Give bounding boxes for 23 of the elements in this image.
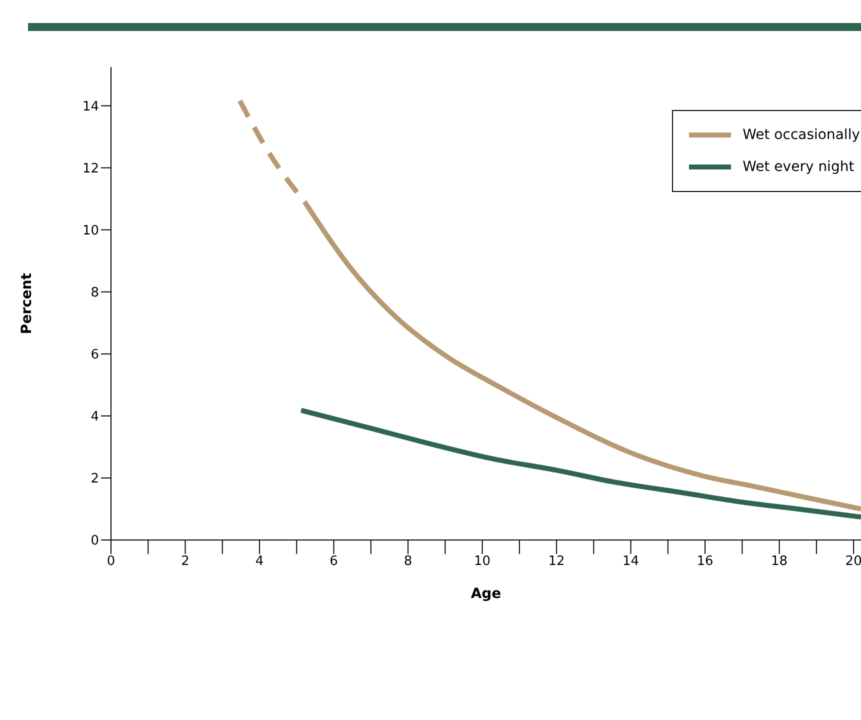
- y-tick-label: 14: [82, 99, 99, 114]
- y-tick-label: 2: [90, 472, 99, 487]
- x-tick-label: 6: [330, 554, 338, 570]
- x-tick-label: 2: [181, 554, 190, 570]
- legend-label: Wet every night: [742, 159, 854, 175]
- y-tick-label: 4: [90, 410, 99, 425]
- x-tick-label: 12: [548, 554, 565, 570]
- y-tick-label: 8: [90, 285, 99, 300]
- x-tick-label: 14: [622, 554, 640, 570]
- y-tick-label: 0: [90, 534, 99, 549]
- x-tick-label: 10: [474, 554, 491, 570]
- x-tick-label: 4: [255, 554, 264, 570]
- y-tick-label: 10: [82, 223, 99, 238]
- y-tick-label: 12: [82, 161, 99, 176]
- x-tick-label: 0: [106, 554, 116, 570]
- y-axis-title: Percent: [18, 272, 35, 334]
- x-axis-title: Age: [470, 586, 502, 602]
- y-tick-label: 6: [90, 348, 99, 363]
- x-tick-label: 8: [404, 554, 412, 570]
- x-tick-label: 18: [771, 554, 788, 570]
- x-tick-label: 20: [845, 554, 861, 570]
- x-tick-label: 16: [696, 554, 714, 570]
- legend-label: Wet occasionally: [742, 127, 860, 143]
